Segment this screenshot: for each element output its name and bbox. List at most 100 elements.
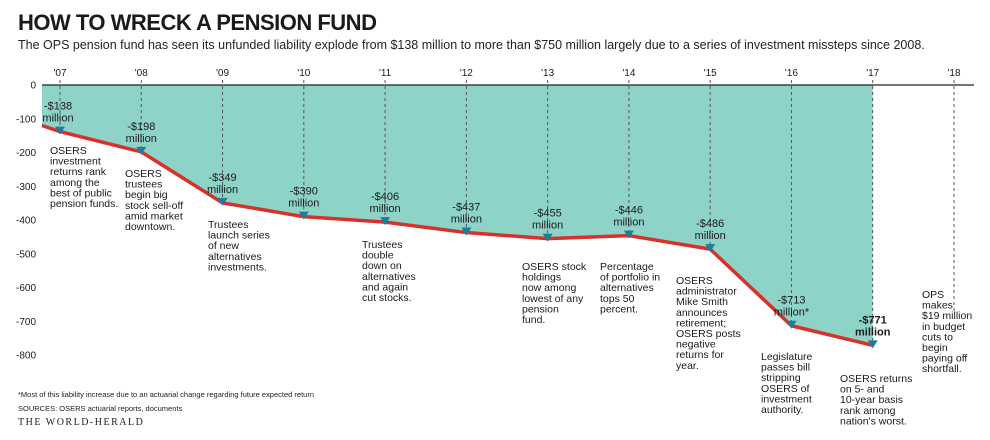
value-label: million — [695, 230, 726, 242]
value-label: -$406 — [371, 191, 399, 203]
data-point-marker — [786, 320, 797, 329]
event-annotation: begin — [922, 342, 948, 354]
event-annotation: of portfolio in — [600, 272, 660, 284]
event-annotation: Percentage — [600, 261, 654, 273]
value-label: million — [126, 133, 157, 145]
event-annotation: holdings — [522, 272, 561, 284]
chart-title: HOW TO WRECK A PENSION FUND — [18, 10, 377, 35]
event-annotation: Trustees — [362, 239, 402, 251]
event-annotation: double — [362, 250, 394, 262]
event-annotation: investment — [761, 393, 812, 405]
value-label: million — [451, 214, 482, 226]
footnote: *Most of this liability increase due to … — [18, 390, 315, 399]
sources-note: SOURCES: OSERS actuarial reports, docume… — [18, 404, 183, 413]
event-annotation: amid market — [125, 210, 183, 222]
data-point-marker — [136, 146, 147, 155]
event-annotation: fund. — [522, 314, 545, 326]
event-annotation: OSERS returns — [840, 373, 912, 385]
x-tick-label: '12 — [460, 68, 473, 79]
event-annotation: OSERS — [125, 168, 162, 180]
x-tick-label: '15 — [704, 68, 717, 79]
data-point-marker — [542, 233, 553, 242]
event-annotation: negative — [676, 339, 716, 351]
event-annotation: on 5- and — [840, 384, 885, 396]
event-annotation: makes — [922, 300, 953, 312]
event-annotation: nation's worst. — [840, 415, 907, 427]
publisher-credit: THE WORLD-HERALD — [18, 417, 145, 428]
data-point-marker — [461, 227, 472, 236]
event-annotation: year. — [676, 360, 699, 372]
data-point-marker — [55, 126, 65, 135]
event-annotation: lowest of any — [522, 293, 584, 305]
x-tick-label: '09 — [216, 68, 229, 79]
event-annotation: 10-year basis — [840, 394, 903, 406]
event-annotation: $19 million — [922, 310, 972, 322]
event-annotation: passes bill — [761, 362, 810, 374]
event-annotation: percent. — [600, 303, 638, 315]
event-annotation: OSERS posts — [676, 328, 741, 340]
event-annotation: Mike Smith — [676, 296, 728, 308]
y-tick-label: -600 — [16, 283, 36, 294]
event-annotation: investments. — [208, 261, 267, 273]
event-annotation: Trustees — [208, 219, 248, 231]
event-annotation: administrator — [676, 286, 737, 298]
event-annotation: OSERS — [676, 275, 713, 287]
value-label: million — [855, 326, 891, 338]
event-annotation: in budget — [922, 321, 965, 333]
event-annotation: pension — [522, 303, 559, 315]
y-tick-label: -500 — [16, 249, 36, 260]
event-annotation: trustees — [125, 179, 162, 191]
event-annotation: OSERS of — [761, 383, 810, 395]
value-label: million — [613, 217, 644, 229]
event-annotation: and again — [362, 281, 408, 293]
value-label: million — [532, 220, 563, 232]
data-point-marker — [298, 211, 309, 220]
x-tick-label: '07 — [53, 68, 66, 79]
event-annotation: downtown. — [125, 221, 175, 233]
value-label: -$138 — [44, 101, 72, 113]
event-annotation: alternatives — [362, 271, 416, 283]
event-annotation: down on — [362, 260, 402, 272]
y-tick-label: 0 — [30, 81, 36, 92]
value-label: -$771 — [859, 314, 887, 326]
event-annotation: alternatives — [600, 282, 654, 294]
data-point-marker — [705, 244, 716, 253]
event-annotation: pension funds. — [50, 198, 118, 210]
value-label: -$349 — [208, 172, 236, 184]
event-annotation: tops 50 — [600, 293, 635, 305]
value-label: million — [42, 113, 73, 125]
event-annotation: stock sell-off — [125, 200, 183, 212]
event-annotation: authority. — [761, 404, 803, 416]
event-annotation: cuts to — [922, 331, 953, 343]
x-tick-label: '18 — [947, 68, 960, 79]
y-tick-label: -200 — [16, 148, 36, 159]
y-tick-label: -300 — [16, 182, 36, 193]
x-tick-label: '11 — [379, 68, 392, 79]
x-tick-label: '17 — [866, 68, 879, 79]
y-tick-label: -700 — [16, 317, 36, 328]
value-label: -$390 — [290, 186, 318, 198]
event-annotation: rank among — [840, 405, 896, 417]
event-annotation: now among — [522, 282, 576, 294]
x-tick-label: '13 — [541, 68, 554, 79]
value-label: -$713 — [777, 295, 805, 307]
value-label: -$446 — [615, 205, 643, 217]
event-annotation: best of public — [50, 187, 112, 199]
event-annotation: OPS — [922, 289, 944, 301]
event-annotation: alternatives — [208, 251, 262, 263]
event-annotation: shortfall. — [922, 363, 962, 375]
value-label: -$486 — [696, 218, 724, 230]
value-label: million — [288, 198, 319, 210]
y-tick-label: -800 — [16, 351, 36, 362]
liability-line — [41, 123, 874, 348]
data-point-marker — [623, 230, 634, 239]
event-annotation: OSERS stock — [522, 261, 587, 273]
event-annotation: Legislature — [761, 351, 813, 363]
x-tick-label: '10 — [297, 68, 310, 79]
event-annotation: retirement; — [676, 317, 726, 329]
event-annotation: launch series — [208, 230, 270, 242]
event-annotation: announces — [676, 307, 727, 319]
event-annotation: returns for — [676, 349, 724, 361]
event-annotation: begin big — [125, 189, 168, 201]
